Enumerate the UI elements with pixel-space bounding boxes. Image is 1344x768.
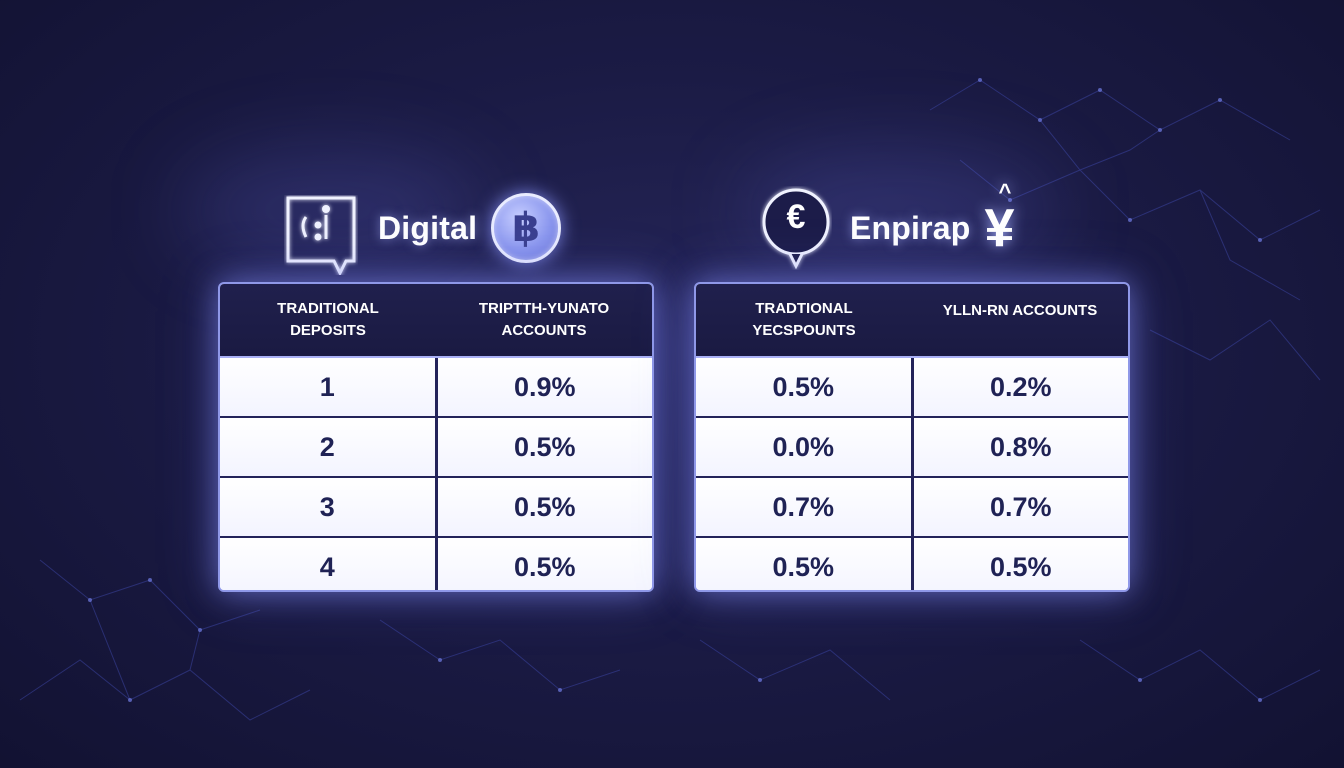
right-table-body: 0.5% 0.2% 0.0% 0.8% 0.7% 0.7% 0.5% 0.5% bbox=[696, 358, 1128, 590]
table-row: 2 0.5% bbox=[220, 416, 652, 476]
right-header: € Enpirap ^ ¥ bbox=[760, 181, 1015, 270]
table-row: 4 0.5% bbox=[220, 536, 652, 590]
table-cell: 0.7% bbox=[696, 478, 911, 536]
table-cell: 0.5% bbox=[434, 538, 652, 590]
left-table: TRADITIONAL DEPOSITS TRIPTTH-YUNATO ACCO… bbox=[218, 282, 654, 592]
right-col-header-2: YLLN-RN ACCOUNTS bbox=[942, 302, 1098, 319]
table-row: 3 0.5% bbox=[220, 476, 652, 536]
table-cell: 0.7% bbox=[910, 478, 1128, 536]
caret-icon: ^ bbox=[998, 179, 1012, 204]
yen-symbol: ¥ bbox=[984, 198, 1015, 258]
right-table-header: TRADTIONAL YECSPOUNTS YLLN-RN ACCOUNTS bbox=[696, 284, 1128, 358]
left-table-header: TRADITIONAL DEPOSITS TRIPTTH-YUNATO ACCO… bbox=[220, 284, 652, 358]
table-cell: 0.5% bbox=[696, 358, 911, 416]
left-col-header-2: TRIPTTH-YUNATO ACCOUNTS bbox=[478, 300, 610, 339]
table-cell: 3 bbox=[220, 478, 435, 536]
table-cell: 0.8% bbox=[910, 418, 1128, 476]
table-cell: 0.2% bbox=[910, 358, 1128, 416]
table-row: 0.0% 0.8% bbox=[696, 416, 1128, 476]
table-cell: 0.5% bbox=[696, 538, 911, 590]
right-title: Enpirap bbox=[850, 209, 971, 246]
yen-icon: ^ ¥ bbox=[984, 181, 1015, 258]
right-col-header-1: TRADTIONAL YECSPOUNTS bbox=[752, 300, 856, 339]
left-col-header-1: TRADITIONAL DEPOSITS bbox=[277, 300, 379, 339]
table-row: 1 0.9% bbox=[220, 358, 652, 416]
table-cell: 0.5% bbox=[434, 418, 652, 476]
left-header: Digital ฿ bbox=[284, 186, 562, 277]
left-table-body: 1 0.9% 2 0.5% 3 0.5% 4 0.5% bbox=[220, 358, 652, 590]
table-row: 0.7% 0.7% bbox=[696, 476, 1128, 536]
table-cell: 0.9% bbox=[434, 358, 652, 416]
euro-pin-icon: € bbox=[760, 186, 832, 270]
table-cell: 0.5% bbox=[910, 538, 1128, 590]
right-table: TRADTIONAL YECSPOUNTS YLLN-RN ACCOUNTS 0… bbox=[694, 282, 1130, 592]
table-cell: 0.0% bbox=[696, 418, 911, 476]
euro-symbol: € bbox=[786, 198, 806, 236]
table-row: 0.5% 0.2% bbox=[696, 358, 1128, 416]
bitcoin-symbol: ฿ bbox=[512, 206, 541, 250]
table-cell: 0.5% bbox=[434, 478, 652, 536]
chat-bubble-icon bbox=[284, 195, 358, 277]
table-cell: 2 bbox=[220, 418, 435, 476]
left-title: Digital bbox=[378, 209, 478, 246]
table-cell: 4 bbox=[220, 538, 435, 590]
bitcoin-coin-icon: ฿ bbox=[491, 193, 562, 263]
table-row: 0.5% 0.5% bbox=[696, 536, 1128, 590]
table-cell: 1 bbox=[220, 358, 435, 416]
